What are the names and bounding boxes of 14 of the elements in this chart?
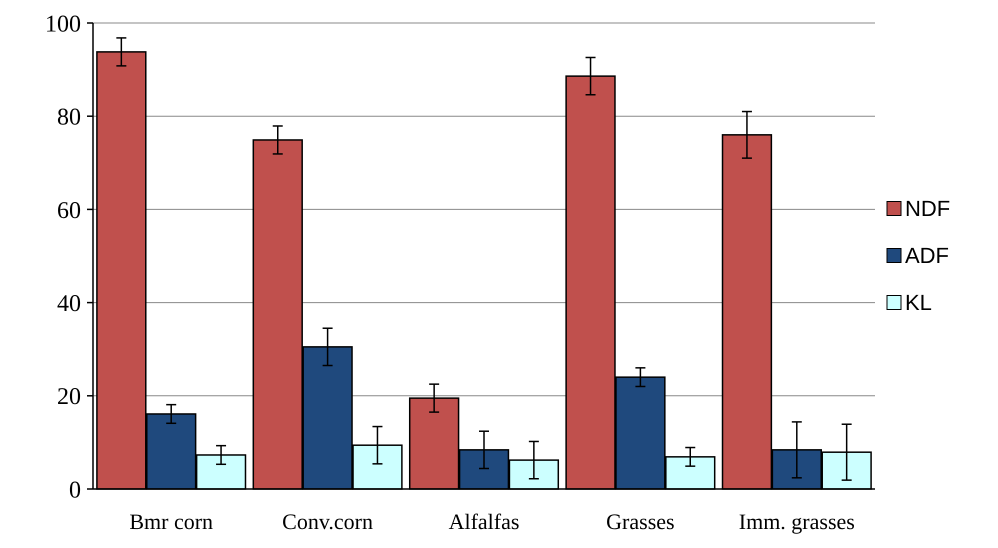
legend-label: KL xyxy=(905,290,932,316)
y-tick-label: 60 xyxy=(57,198,81,224)
y-tick-label: 0 xyxy=(69,477,81,504)
y-tick-label: 40 xyxy=(57,291,81,317)
x-tick-label: Alfalfas xyxy=(448,509,520,534)
x-tick-label: Imm. grasses xyxy=(738,509,855,534)
y-tick-label: 100 xyxy=(45,11,81,38)
legend-label: NDF xyxy=(905,196,950,222)
x-tick-label: Bmr corn xyxy=(129,509,214,534)
x-tick-label: Conv.corn xyxy=(282,509,374,534)
y-tick-label: 20 xyxy=(57,384,81,410)
legend-label: ADF xyxy=(905,243,949,268)
y-tick-label: 80 xyxy=(57,104,81,131)
x-tick-label: Grasses xyxy=(606,509,675,534)
